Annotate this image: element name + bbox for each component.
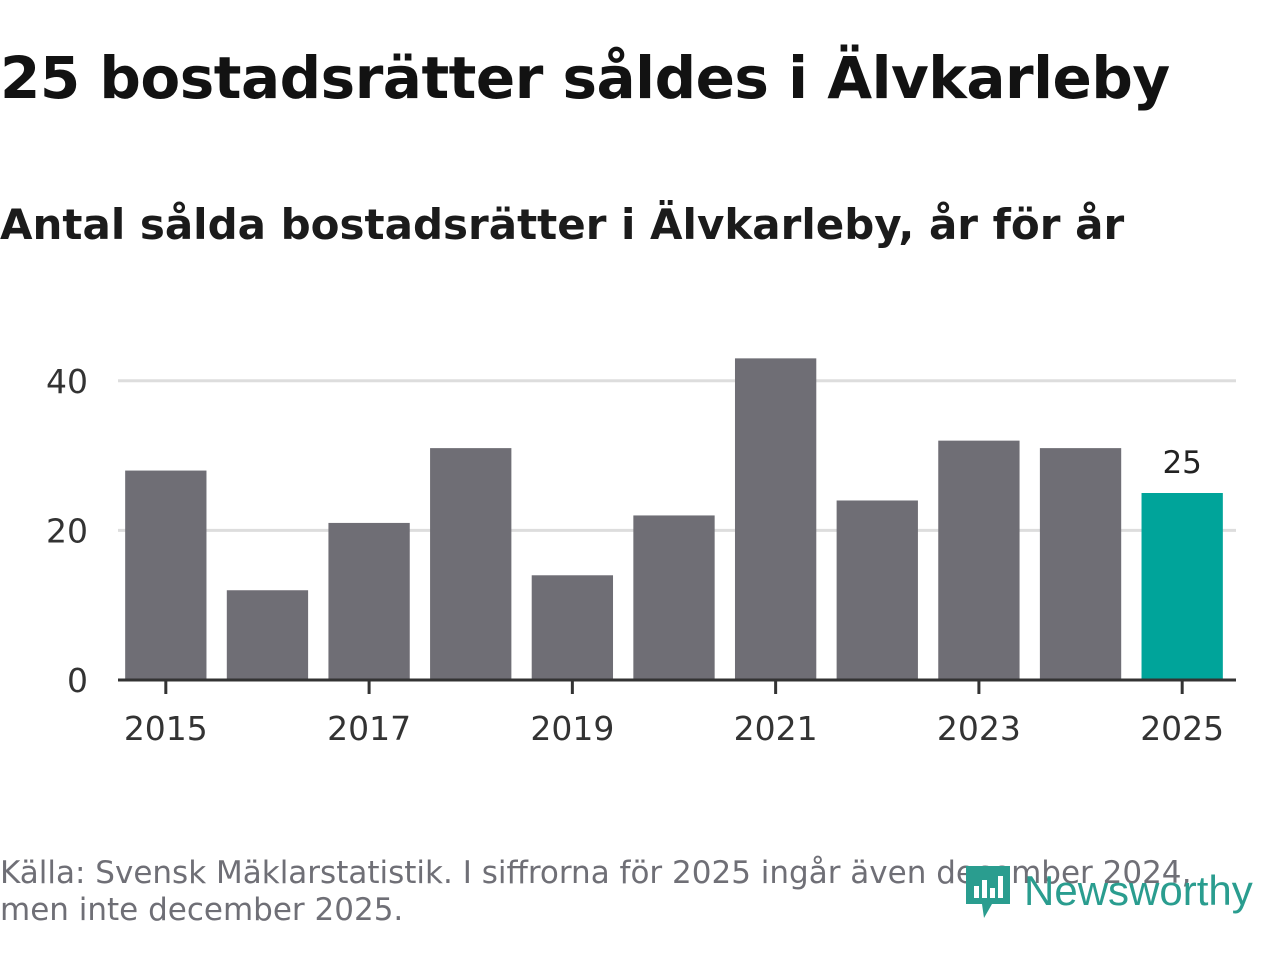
x-tick-label: 2019 xyxy=(530,709,614,748)
x-tick-label: 2015 xyxy=(124,709,208,748)
chart-subtitle: Antal sålda bostadsrätter i Älvkarleby, … xyxy=(0,200,1125,249)
bar-2017 xyxy=(328,522,410,680)
bar-chart: 0 20 40 25 2015 2017 2019 2021 2023 2025 xyxy=(46,358,1236,748)
bar-2019 xyxy=(531,575,614,680)
y-axis-ticks: 0 20 40 xyxy=(46,362,88,700)
bar-2025 xyxy=(1141,493,1223,680)
x-tick-label: 2021 xyxy=(734,709,818,748)
logo-text: Newsworthy xyxy=(1024,867,1253,914)
y-tick-label: 20 xyxy=(46,511,88,550)
newsworthy-logo[interactable]: Newsworthy xyxy=(962,860,1253,922)
x-tick-label: 2025 xyxy=(1140,709,1224,748)
bar-2018 xyxy=(430,448,512,680)
bar-2015 xyxy=(125,470,207,680)
data-labels: 25 xyxy=(1162,445,1201,481)
data-label: 25 xyxy=(1162,445,1201,481)
bar-2023 xyxy=(938,440,1020,680)
bar-2021 xyxy=(734,358,817,680)
bar-2016 xyxy=(226,590,309,680)
y-tick-label: 0 xyxy=(67,661,88,700)
bar-2020 xyxy=(633,515,715,680)
x-axis-ticks: 2015 2017 2019 2021 2023 2025 xyxy=(124,680,1224,748)
x-tick-label: 2017 xyxy=(327,709,411,748)
chart-title: 25 bostadsrätter såldes i Älvkarleby xyxy=(0,44,1170,112)
bar-2022 xyxy=(836,500,918,680)
x-tick-label: 2023 xyxy=(937,709,1021,748)
bars xyxy=(125,358,1223,680)
bar-2024 xyxy=(1039,448,1122,680)
newsworthy-logo-icon xyxy=(966,866,1010,918)
y-tick-label: 40 xyxy=(46,362,88,401)
